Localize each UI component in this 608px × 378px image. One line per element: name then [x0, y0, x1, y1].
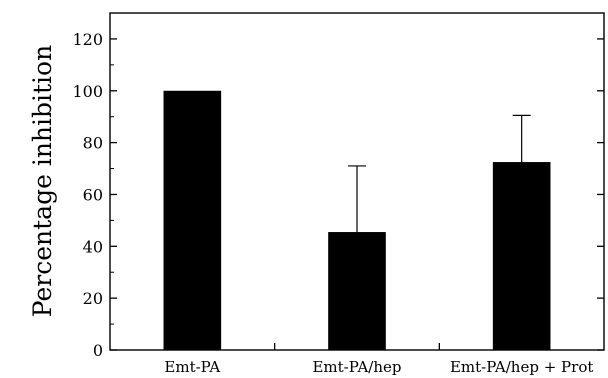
bar — [492, 162, 551, 350]
y-tick-label: 20 — [83, 289, 103, 308]
y-tick-label: 80 — [83, 134, 103, 153]
x-category-label: Emt-PA/hep — [312, 358, 401, 376]
y-tick-label: 120 — [72, 30, 103, 49]
bar — [328, 232, 386, 350]
y-tick-label: 60 — [83, 185, 103, 204]
y-axis-title: Percentage inhibition — [28, 45, 57, 317]
x-category-label: Emt-PA/hep + Prot — [450, 358, 593, 376]
y-tick-label: 0 — [93, 341, 103, 360]
plot-area: 0 20 40 60 80 100 120 Emt-PA Emt-PA/hep Emt-PA/he… — [72, 12, 605, 376]
x-category-label: Emt-PA — [164, 358, 220, 376]
y-tick-label: 100 — [72, 82, 103, 101]
y-tick-label: 40 — [83, 237, 103, 256]
bar — [163, 90, 222, 351]
